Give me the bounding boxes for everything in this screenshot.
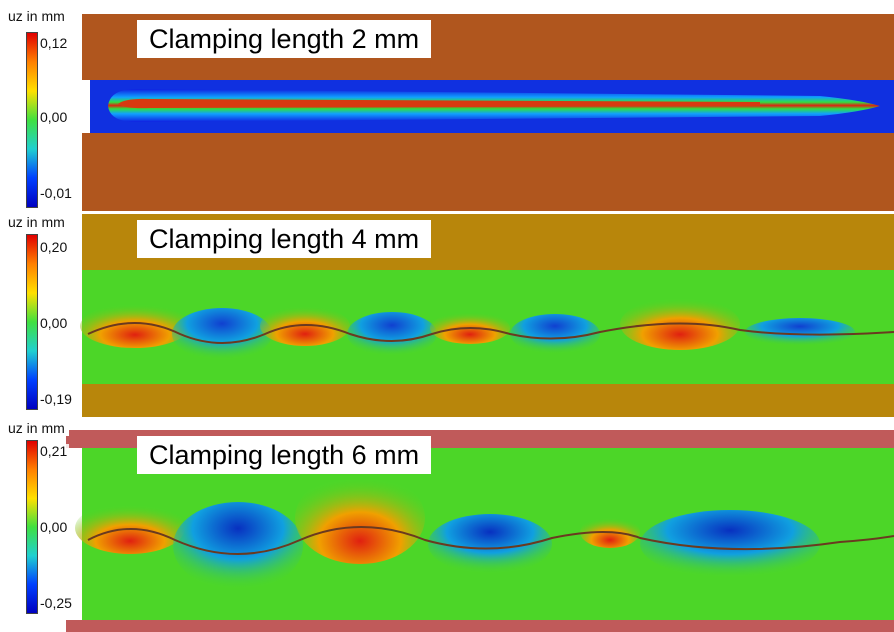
bulge-up-1 (80, 304, 190, 348)
clamp-bottom-6mm (66, 620, 894, 632)
bulge-down-3 (510, 314, 600, 354)
panel-clamping-6mm: uz in mm 0,21 0,00 -0,25 Clamping length… (0, 418, 894, 632)
panel-title: Clamping length 4 mm (137, 220, 432, 258)
colorbar-label: uz in mm (4, 420, 69, 436)
weld-seam-4mm (87, 322, 894, 344)
colorbar-tick-max: 0,21 (38, 443, 70, 459)
bulge-down-4 (745, 318, 855, 346)
bulge-down-1 (172, 308, 272, 360)
bulge-down-1 (173, 502, 303, 590)
colorbar-tick-mid: 0,00 (38, 519, 70, 535)
contour-plot-4mm (80, 214, 894, 417)
colorbar-tick-min: -0,01 (38, 185, 74, 201)
colorbar-label: uz in mm (4, 8, 69, 24)
bulge-down-2 (428, 514, 552, 574)
weld-core-2mm (118, 98, 760, 109)
panel-title: Clamping length 2 mm (137, 20, 432, 58)
colorbar-tick-max: 0,12 (38, 35, 70, 51)
colorbar-tick-mid: 0,00 (38, 109, 70, 125)
panel-clamping-4mm: uz in mm 0,20 0,00 -0,19 Clamping length… (0, 212, 894, 418)
panel-clamping-2mm: uz in mm 0,12 0,00 -0,01 Clamping length… (0, 0, 894, 212)
bulge-down-3 (640, 510, 820, 578)
colorbar-label: uz in mm (4, 214, 69, 230)
colorbar-tick-min: -0,25 (38, 595, 74, 611)
colorbar (26, 32, 38, 208)
colorbar (26, 234, 38, 410)
clamp-bottom-2mm (82, 133, 894, 211)
clamp-bottom-4mm (82, 384, 894, 417)
panel-title: Clamping length 6 mm (137, 436, 432, 474)
colorbar-tick-mid: 0,00 (38, 315, 70, 331)
bulge-up-2 (295, 472, 425, 564)
weld-seam-6mm (87, 526, 894, 555)
colorbar-tick-max: 0,20 (38, 239, 70, 255)
bulge-down-2 (347, 312, 437, 356)
contour-plot-6mm (66, 430, 894, 632)
colorbar-tick-min: -0,19 (38, 391, 74, 407)
contour-plot-2mm (82, 14, 894, 211)
colorbar (26, 440, 38, 614)
